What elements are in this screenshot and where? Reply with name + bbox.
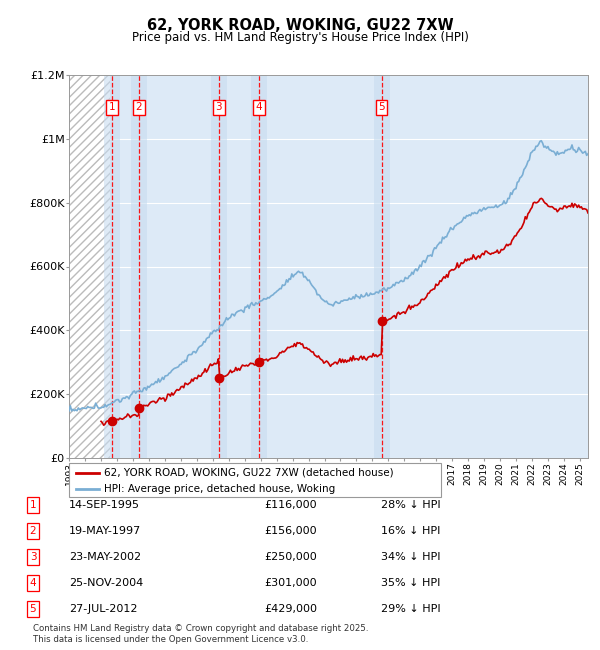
Text: 29% ↓ HPI: 29% ↓ HPI <box>381 604 440 614</box>
Text: 34% ↓ HPI: 34% ↓ HPI <box>381 552 440 562</box>
Text: HPI: Average price, detached house, Woking: HPI: Average price, detached house, Woki… <box>104 484 335 494</box>
Text: 3: 3 <box>29 552 37 562</box>
Text: 3: 3 <box>215 102 222 112</box>
Text: 16% ↓ HPI: 16% ↓ HPI <box>381 526 440 536</box>
Bar <box>251 75 267 458</box>
Text: £429,000: £429,000 <box>264 604 317 614</box>
Bar <box>131 75 147 458</box>
Text: 4: 4 <box>256 102 262 112</box>
Text: 2: 2 <box>136 102 142 112</box>
Text: £156,000: £156,000 <box>264 526 317 536</box>
Bar <box>211 75 227 458</box>
Bar <box>69 75 110 458</box>
Text: Contains HM Land Registry data © Crown copyright and database right 2025.
This d: Contains HM Land Registry data © Crown c… <box>33 624 368 644</box>
Text: 19-MAY-1997: 19-MAY-1997 <box>69 526 141 536</box>
Text: 4: 4 <box>29 578 37 588</box>
Text: 2: 2 <box>29 526 37 536</box>
Text: Price paid vs. HM Land Registry's House Price Index (HPI): Price paid vs. HM Land Registry's House … <box>131 31 469 44</box>
Text: 35% ↓ HPI: 35% ↓ HPI <box>381 578 440 588</box>
Text: 14-SEP-1995: 14-SEP-1995 <box>69 500 140 510</box>
Text: 5: 5 <box>29 604 37 614</box>
Text: 62, YORK ROAD, WOKING, GU22 7XW: 62, YORK ROAD, WOKING, GU22 7XW <box>146 18 454 33</box>
Text: 27-JUL-2012: 27-JUL-2012 <box>69 604 137 614</box>
Text: £301,000: £301,000 <box>264 578 317 588</box>
Text: £250,000: £250,000 <box>264 552 317 562</box>
Bar <box>374 75 389 458</box>
Text: 25-NOV-2004: 25-NOV-2004 <box>69 578 143 588</box>
Text: 5: 5 <box>378 102 385 112</box>
Text: 28% ↓ HPI: 28% ↓ HPI <box>381 500 440 510</box>
Text: £116,000: £116,000 <box>264 500 317 510</box>
Bar <box>104 75 120 458</box>
Text: 62, YORK ROAD, WOKING, GU22 7XW (detached house): 62, YORK ROAD, WOKING, GU22 7XW (detache… <box>104 467 394 478</box>
Text: 1: 1 <box>29 500 37 510</box>
Text: 1: 1 <box>109 102 116 112</box>
Text: 23-MAY-2002: 23-MAY-2002 <box>69 552 141 562</box>
